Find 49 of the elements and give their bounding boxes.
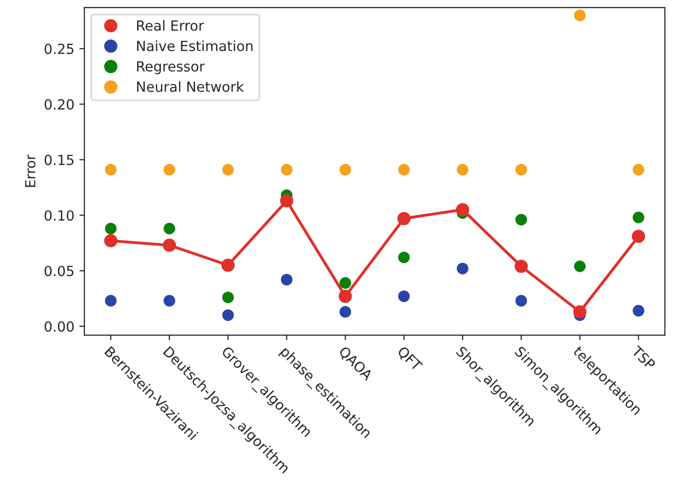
point — [398, 252, 410, 264]
point — [573, 305, 586, 318]
legend-label: Regressor — [137, 61, 205, 74]
point — [574, 10, 586, 22]
point — [398, 290, 410, 302]
point — [162, 238, 176, 252]
x-tick-label: QFT — [396, 346, 424, 373]
point — [164, 222, 176, 234]
point — [338, 290, 352, 303]
point — [280, 274, 292, 286]
point — [514, 260, 528, 273]
point — [280, 164, 292, 176]
point — [164, 164, 176, 176]
point — [632, 230, 646, 243]
point — [515, 214, 528, 226]
point — [632, 304, 644, 317]
point — [222, 309, 234, 321]
point — [339, 277, 352, 289]
point — [221, 258, 235, 272]
point — [397, 212, 411, 226]
legend-label: Neural Network — [137, 81, 244, 92]
y-tick-label: 0.05 — [44, 266, 74, 276]
y-tick-label: 0.00 — [44, 321, 74, 332]
y-tick-label: 0.10 — [44, 210, 74, 221]
point — [222, 292, 234, 304]
point — [164, 294, 176, 307]
point — [456, 164, 468, 176]
y-axis-title: Error — [25, 154, 36, 187]
point — [515, 164, 528, 176]
point — [104, 222, 117, 234]
point — [104, 234, 118, 248]
y-tick-label: 0.15 — [44, 154, 74, 166]
point — [222, 164, 234, 176]
y-tick-label: 0.20 — [44, 99, 74, 110]
point — [104, 294, 117, 307]
point — [515, 294, 528, 307]
point — [398, 164, 410, 176]
y-tick-label: 0.25 — [44, 44, 74, 54]
legend-label: Real Error — [137, 20, 204, 31]
point — [632, 164, 644, 176]
point — [456, 203, 470, 216]
point — [456, 262, 468, 274]
point — [574, 260, 586, 272]
point — [280, 194, 294, 208]
legend-label: Naive Estimation — [137, 40, 252, 52]
point — [339, 306, 352, 318]
point — [339, 164, 352, 176]
point — [104, 164, 117, 176]
point — [632, 212, 644, 224]
